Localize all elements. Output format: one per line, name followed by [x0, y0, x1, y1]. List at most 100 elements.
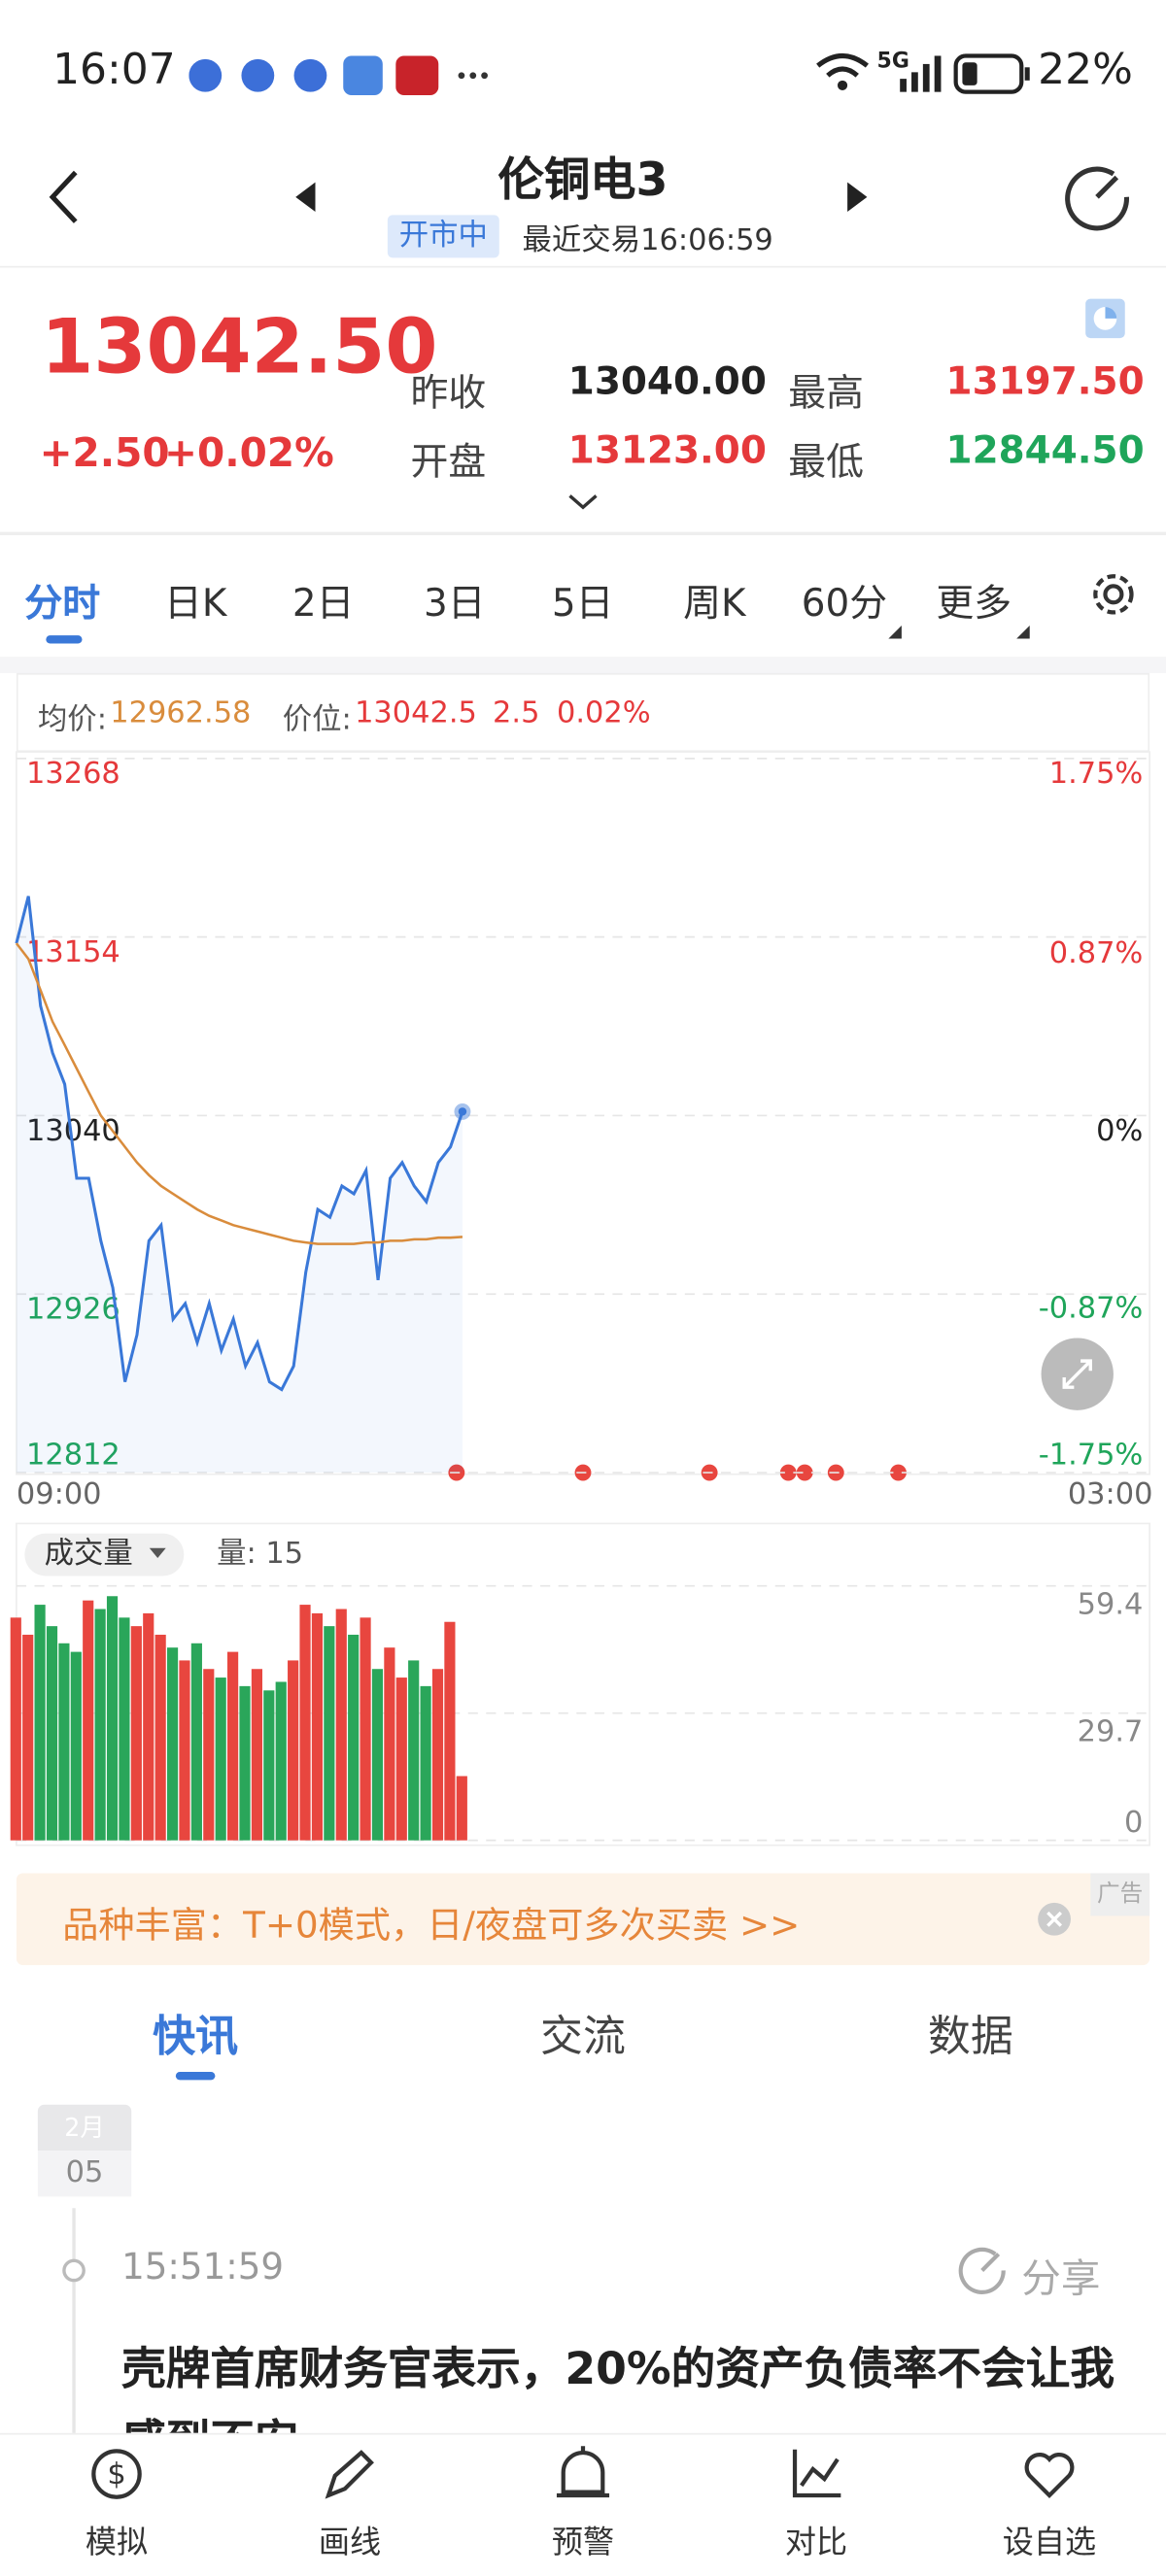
info-bar	[16, 672, 1150, 753]
news-day: 05	[37, 2151, 132, 2197]
settings-button[interactable]	[1087, 568, 1140, 621]
market-status: 开市中	[387, 215, 499, 258]
volume-title: 成交量	[45, 1537, 133, 1571]
volume-bar	[83, 1600, 94, 1841]
avg-value: 12962.58	[110, 695, 252, 731]
volume-bar	[444, 1621, 456, 1841]
volume-bar	[395, 1678, 407, 1841]
fullscreen-icon	[1062, 1359, 1092, 1389]
battery-icon	[953, 53, 1030, 94]
intraday-chart: 成交量 量: 15 09:00 03:00 132681315413040129…	[10, 751, 1153, 1847]
volume-bar	[119, 1617, 130, 1841]
period-tab[interactable]: 2日	[292, 583, 355, 626]
corner-mark	[888, 625, 902, 639]
period-tab[interactable]: 周K	[683, 583, 746, 626]
volume-bar	[371, 1669, 384, 1841]
field-label: 昨收	[410, 372, 487, 416]
period-tab[interactable]: 3日	[424, 583, 486, 626]
tab-indicator	[175, 2071, 216, 2081]
network-type: 5G	[876, 49, 909, 75]
volume-bar	[360, 1617, 371, 1841]
share-icon[interactable]	[956, 2244, 1009, 2296]
last-point-core	[458, 1107, 467, 1116]
volume-bar	[456, 1776, 467, 1841]
field-value: 13040.00	[567, 360, 767, 404]
news-tab[interactable]: 快讯	[153, 2013, 239, 2062]
field-label: 最高	[788, 372, 865, 416]
y2-tick-label: -1.75%	[1039, 1439, 1144, 1473]
volume-current: 量: 15	[217, 1537, 303, 1571]
share-label[interactable]: 分享	[1021, 2255, 1101, 2302]
contract-title: 伦铜电3	[497, 153, 669, 207]
bottom-nav	[0, 2432, 1166, 2576]
y-tick-label: 59.4	[1078, 1587, 1144, 1621]
field-label: 开盘	[410, 441, 487, 485]
news-tab[interactable]: 数据	[927, 2013, 1013, 2062]
expand-icon[interactable]	[566, 492, 600, 512]
nav-label[interactable]: 模拟	[85, 2525, 149, 2561]
pos-label: 价位:	[282, 702, 352, 737]
event-dots	[448, 1464, 907, 1481]
next-button[interactable]	[844, 181, 871, 214]
spacer	[0, 657, 1166, 673]
volume-bar	[143, 1612, 154, 1841]
y-tick-label: 12926	[26, 1293, 120, 1327]
period-tab[interactable]: 60分	[801, 583, 888, 626]
y2-tick-label: 0.87%	[1049, 936, 1144, 970]
y-tick-label: 13268	[26, 757, 120, 791]
timeline	[72, 2208, 76, 2438]
news-tab[interactable]: 交流	[540, 2013, 626, 2062]
pos-value: 13042.5	[355, 695, 477, 731]
volume-bar	[166, 1647, 179, 1841]
svg-text:$: $	[107, 2457, 125, 2491]
back-button[interactable]	[43, 167, 86, 226]
y-tick-label: 13154	[26, 935, 120, 969]
period-tab[interactable]: 更多	[936, 583, 1012, 626]
wifi-icon	[816, 52, 869, 90]
pos-pct: 0.02%	[556, 695, 651, 731]
nav-label[interactable]: 对比	[784, 2525, 848, 2561]
volume-bar	[311, 1612, 324, 1841]
volume-bar	[130, 1626, 142, 1841]
volume-bar	[34, 1605, 46, 1841]
volume-bar	[215, 1678, 226, 1841]
timeline-dot	[62, 2258, 86, 2283]
period-tab[interactable]: 分时	[24, 583, 101, 626]
y2-tick-label: -0.87%	[1039, 1292, 1144, 1326]
news-time: 15:51:59	[121, 2247, 285, 2289]
status-icons	[189, 55, 488, 96]
ad-close[interactable]	[1036, 1901, 1072, 1937]
last-price: 13042.50	[41, 301, 438, 391]
x-tick-label: 03:00	[1068, 1477, 1153, 1511]
volume-selector[interactable]	[24, 1533, 185, 1576]
volume-bar	[288, 1660, 299, 1841]
volume-bar	[275, 1681, 287, 1841]
avg-line	[15, 942, 463, 1245]
y2-tick-label: 1.75%	[1049, 757, 1144, 791]
dropdown-arrow	[149, 1547, 166, 1558]
y-tick-label: 12812	[26, 1439, 120, 1473]
ad-banner[interactable]	[16, 1873, 1150, 1966]
volume-bar	[46, 1626, 58, 1841]
refresh-button[interactable]	[1061, 161, 1133, 233]
ad-text: 品种丰富：T+0模式，日/夜盘可多次买卖 >>	[62, 1906, 801, 1948]
nav-label[interactable]: 设自选	[1002, 2525, 1097, 2561]
volume-bar	[420, 1685, 431, 1841]
period-tab[interactable]: 5日	[551, 583, 614, 626]
nav-label[interactable]: 预警	[551, 2525, 615, 2561]
volume-bar	[335, 1609, 347, 1841]
volume-bar	[251, 1669, 262, 1841]
period-tab[interactable]: 日K	[164, 583, 227, 626]
y2-tick-label: 0%	[1096, 1114, 1143, 1148]
last-trade: 最近交易16:06:59	[522, 222, 773, 258]
divider	[0, 265, 1166, 268]
prev-button[interactable]	[292, 181, 319, 214]
volume-bar	[263, 1690, 275, 1841]
field-value: 12844.50	[945, 429, 1145, 473]
chart-type-icon[interactable]	[1083, 297, 1126, 340]
nav-label[interactable]: 画线	[318, 2525, 382, 2561]
volume-bar	[299, 1605, 311, 1841]
price-area	[16, 896, 463, 1474]
volume-bar	[348, 1634, 360, 1841]
